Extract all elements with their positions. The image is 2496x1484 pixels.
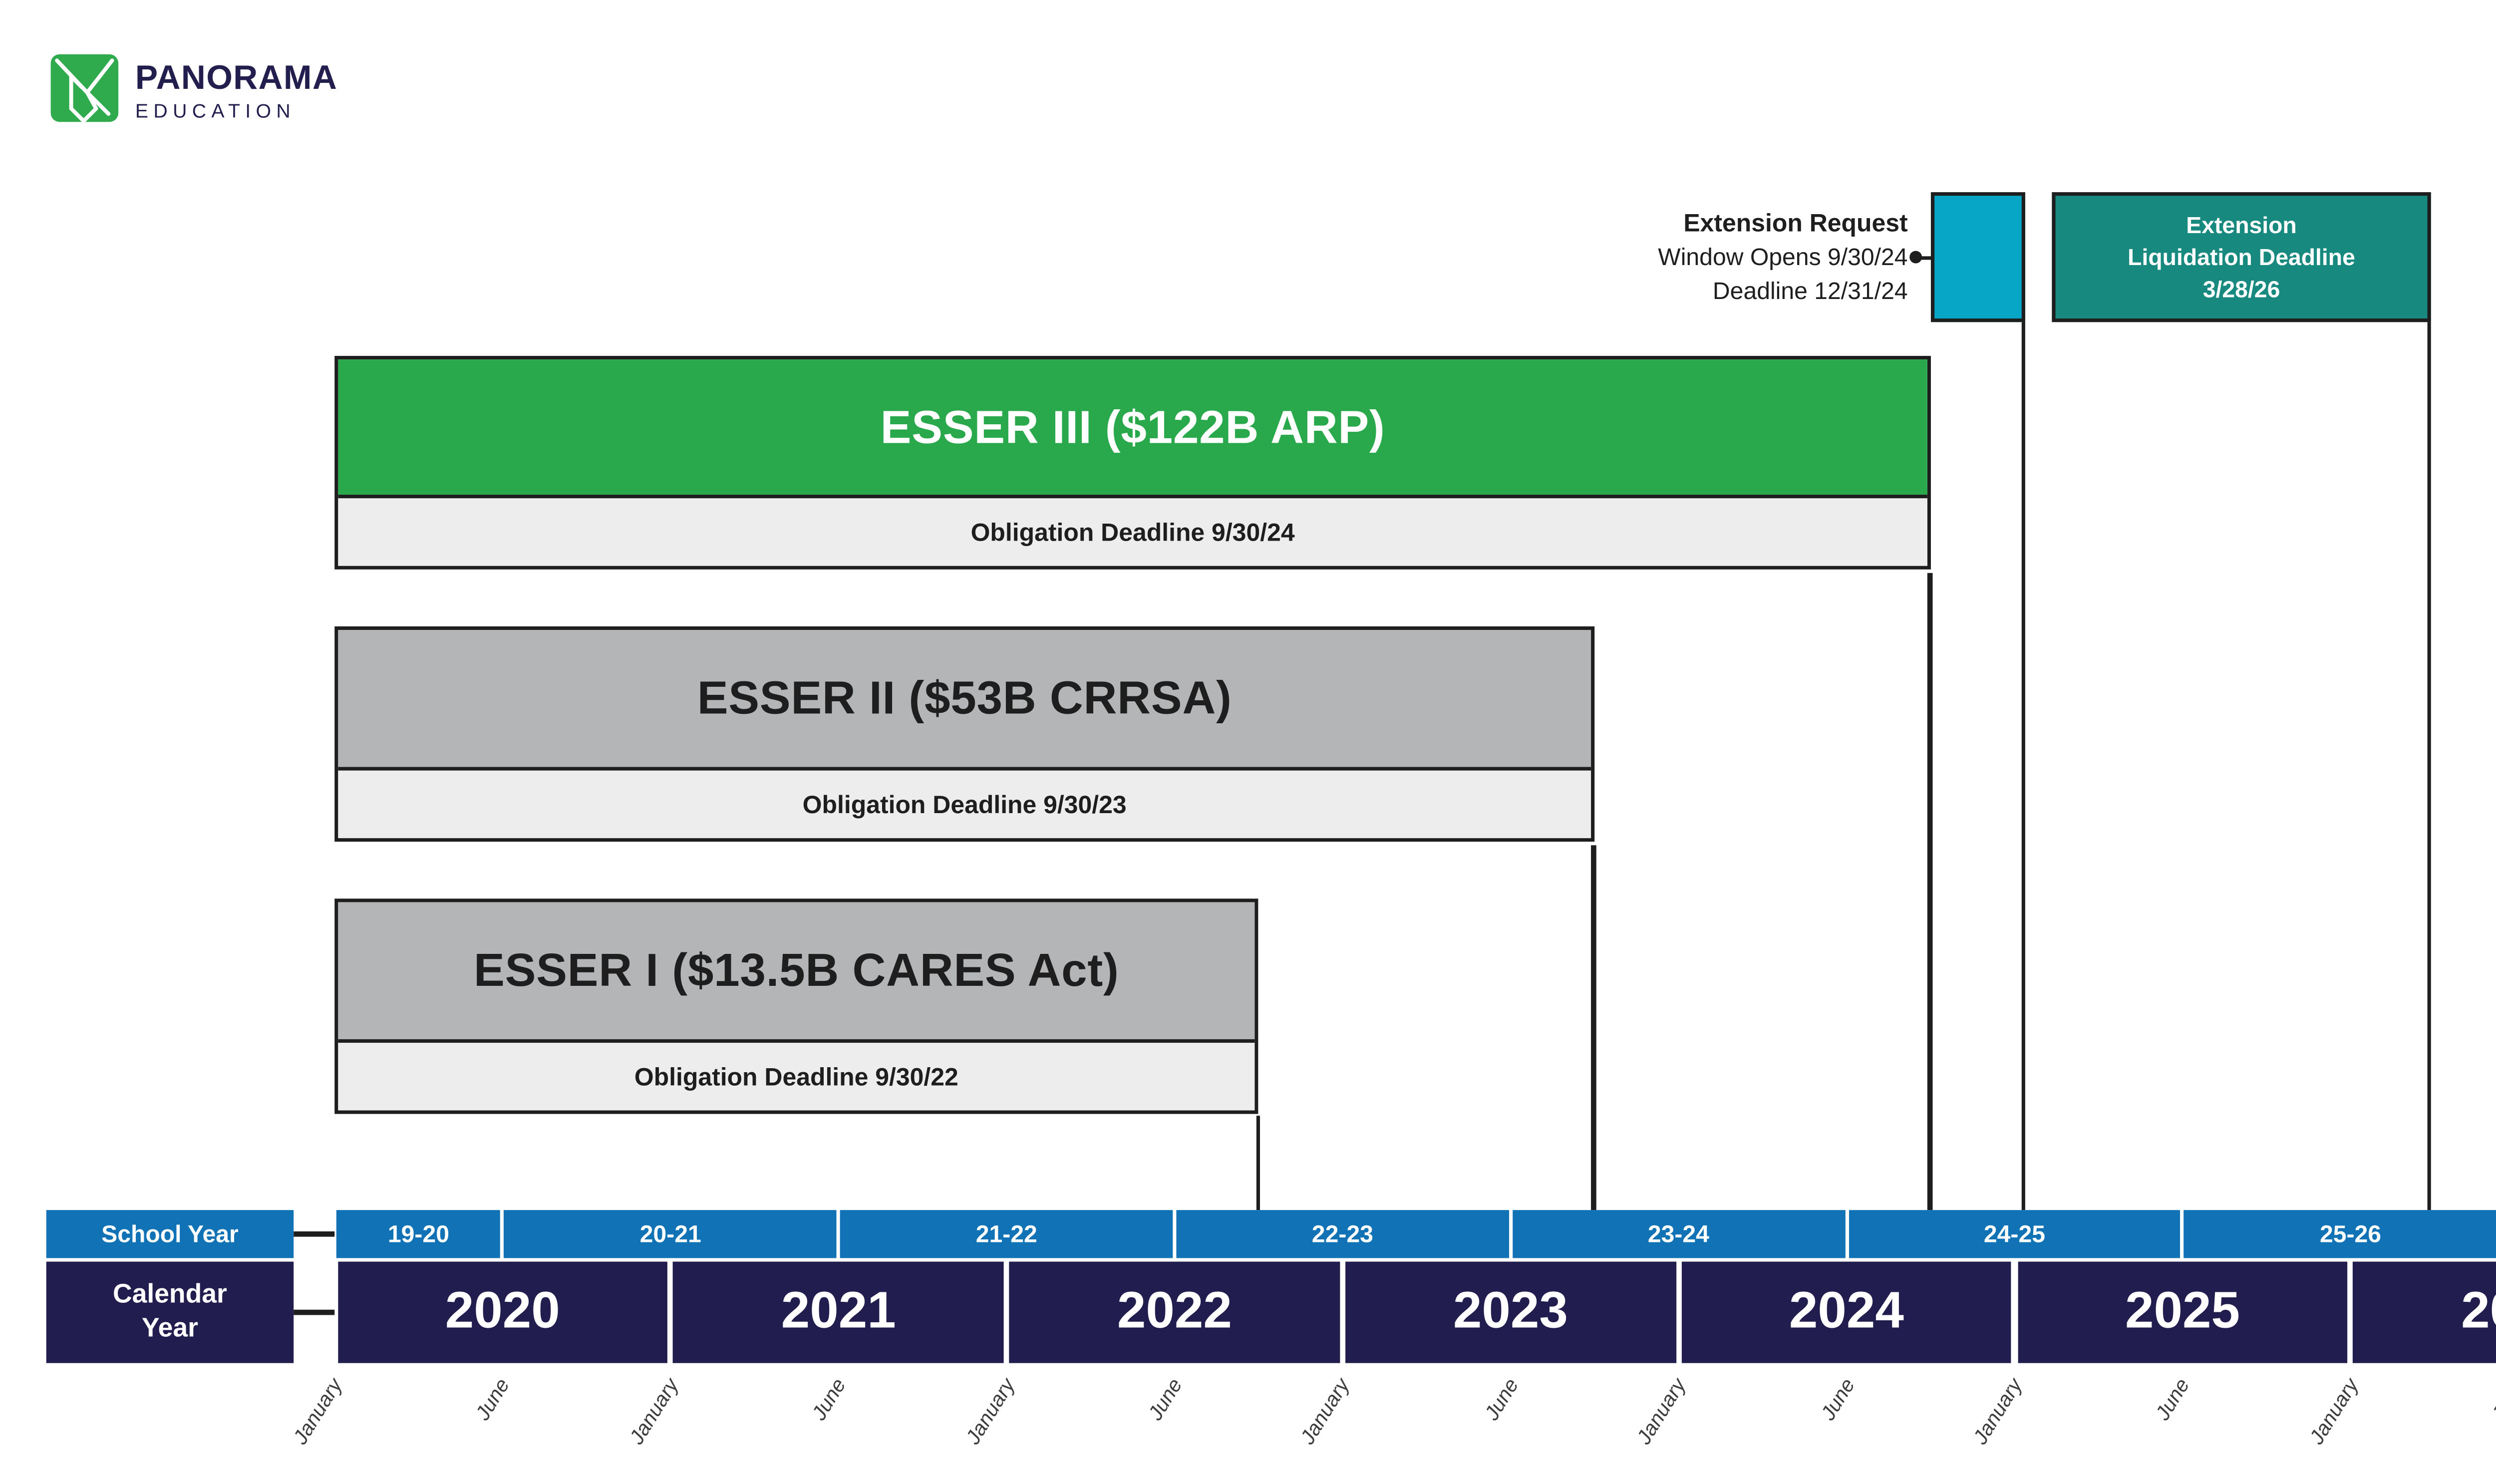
annotation-connector-line: [1914, 255, 1933, 260]
deadline-connector-line: [1591, 845, 1595, 1210]
month-label: January: [1970, 1375, 2028, 1449]
calendar-year-cell: 2025: [2017, 1261, 2348, 1362]
calendar-year-cell: 2022: [1009, 1261, 1340, 1362]
extension-request-window-box: [1930, 192, 2025, 322]
esser2-obligation-deadline: Obligation Deadline 9/30/23: [338, 767, 1591, 839]
school-year-cell: 19-20: [336, 1210, 501, 1258]
logo-brand-text: PANORAMA: [135, 60, 338, 98]
extension-liquidation-deadline-box: Extension Liquidation Deadline 3/28/26: [2052, 192, 2431, 322]
esser1-obligation-deadline: Obligation Deadline 9/30/22: [338, 1039, 1255, 1111]
month-label: January: [2306, 1375, 2364, 1449]
extension-liquidation-line: Extension: [2186, 211, 2297, 238]
calendar-year-cell: 2020: [337, 1261, 668, 1362]
school-year-cell: 20-21: [504, 1210, 837, 1258]
panorama-logo-icon: [50, 53, 119, 132]
calendar-year-label-connector: [294, 1309, 335, 1314]
school-year-row-label: School Year: [46, 1210, 294, 1258]
extension-request-annotation: Extension Request Window Opens 9/30/24 D…: [1477, 207, 1908, 308]
calendar-year-cell: 2021: [673, 1261, 1004, 1362]
esser3-obligation-deadline: Obligation Deadline 9/30/24: [338, 495, 1927, 566]
month-label: January: [626, 1375, 683, 1449]
extension-request-line: Window Opens 9/30/24: [1658, 244, 1908, 271]
calendar-year-label-text: Year: [141, 1313, 198, 1344]
school-year-cell: 21-22: [840, 1210, 1173, 1258]
month-label: January: [962, 1375, 1019, 1449]
month-label: June: [1818, 1375, 1860, 1425]
extension-liquidation-line: Liquidation Deadline: [2128, 243, 2355, 270]
month-label: January: [291, 1375, 347, 1449]
panorama-logo: PANORAMA EDUCATION: [50, 53, 337, 132]
school-year-cell: 22-23: [1176, 1210, 1509, 1258]
month-label: June: [1482, 1375, 1524, 1425]
logo-sub-text: EDUCATION: [135, 101, 296, 123]
deadline-connector-line: [1927, 573, 1932, 1210]
school-year-cell: 24-25: [1848, 1210, 2181, 1258]
deadline-connector-line: [2426, 322, 2431, 1210]
esser1-bar: ESSER I ($13.5B CARES Act) Obligation De…: [334, 898, 1258, 1114]
deadline-connector-line: [2020, 322, 2025, 1210]
esser2-bar-label: ESSER II ($53B CRRSA): [338, 629, 1591, 767]
extension-liquidation-line: 3/28/26: [2202, 275, 2280, 302]
esser1-bar-label: ESSER I ($13.5B CARES Act): [338, 902, 1255, 1039]
school-year-cell: 25-26: [2184, 1210, 2496, 1258]
school-year-label-text: School Year: [101, 1220, 239, 1248]
esser2-bar: ESSER II ($53B CRRSA) Obligation Deadlin…: [334, 626, 1595, 842]
esser3-bar: ESSER III ($122B ARP) Obligation Deadlin…: [334, 355, 1931, 570]
month-label: January: [1634, 1375, 1692, 1449]
calendar-year-row-label: Calendar Year: [46, 1261, 294, 1362]
deadline-connector-line: [1255, 1116, 1260, 1210]
school-year-cell: 23-24: [1512, 1210, 1845, 1258]
esser3-bar-label: ESSER III ($122B ARP): [338, 359, 1927, 495]
school-year-label-connector: [294, 1231, 335, 1236]
month-label: June: [1146, 1375, 1188, 1425]
calendar-year-cell: 2026: [2353, 1261, 2496, 1362]
month-label: June: [473, 1375, 516, 1425]
extension-request-title: Extension Request: [1683, 208, 1908, 237]
month-label: June: [2490, 1375, 2496, 1425]
month-label: January: [1298, 1375, 1355, 1449]
month-label: June: [810, 1375, 852, 1425]
calendar-year-label-text: Calendar: [112, 1280, 227, 1310]
calendar-year-cell: 2023: [1345, 1261, 1676, 1362]
extension-request-line: Deadline 12/31/24: [1712, 278, 1908, 304]
month-label: June: [2154, 1375, 2195, 1425]
calendar-year-cell: 2024: [1681, 1261, 2012, 1362]
